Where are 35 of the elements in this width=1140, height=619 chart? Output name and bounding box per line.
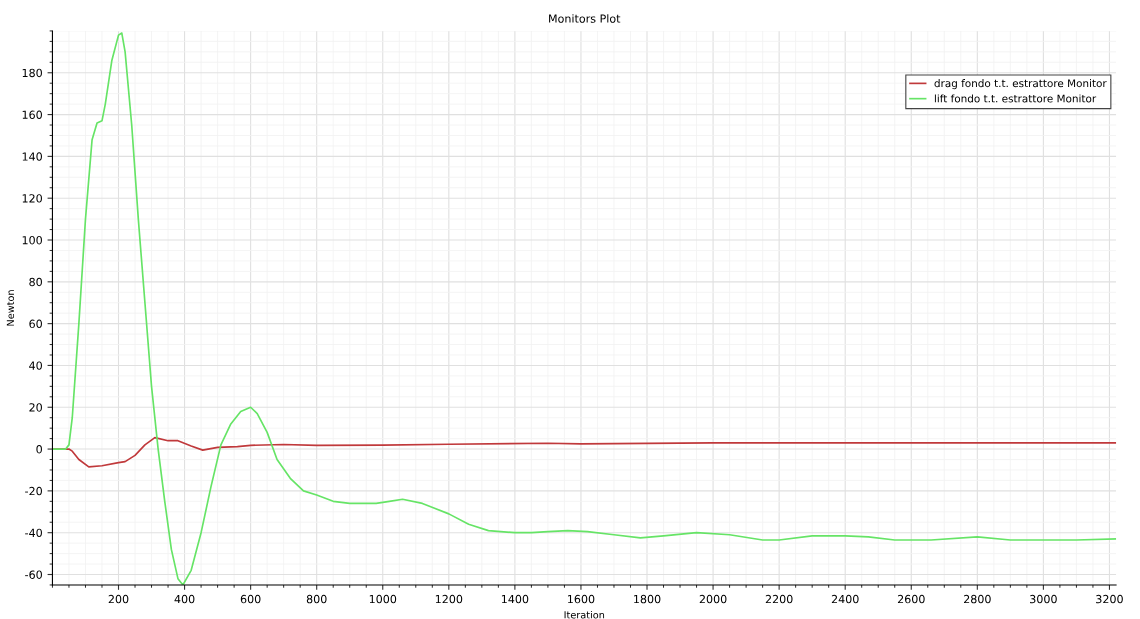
y-tick-label: -20: [25, 486, 42, 496]
x-tick-label: 2400: [831, 594, 859, 604]
x-tick-label: 2000: [699, 594, 727, 604]
legend-label: drag fondo t.t. estrattore Monitor: [934, 79, 1107, 90]
y-tick-label: 100: [22, 235, 42, 245]
y-tick-label: -60: [25, 570, 42, 579]
x-tick-label: 600: [240, 594, 261, 604]
x-tick-label: 2600: [897, 594, 925, 604]
y-tick-label: 160: [22, 110, 42, 119]
x-tick-label: 400: [174, 594, 195, 604]
x-tick-label: 1800: [634, 594, 661, 604]
legend-label: lift fondo t.t. estrattore Monitor: [934, 94, 1097, 103]
y-tick-label: 0: [36, 445, 42, 454]
x-axis-title: Iteration: [564, 610, 605, 619]
x-tick-label: 2200: [765, 594, 793, 604]
x-tick-label: 1400: [501, 594, 529, 604]
x-tick-label: 2800: [964, 594, 991, 604]
y-tick-label: 140: [22, 152, 42, 161]
y-tick-label: 120: [22, 194, 42, 203]
y-tick-label: 60: [29, 319, 42, 329]
x-tick-label: 1600: [568, 594, 595, 604]
x-tick-label: 3000: [1030, 594, 1057, 604]
line-series: [52, 32, 1117, 585]
x-tick-label: 800: [306, 594, 327, 604]
x-tick-label: 1200: [435, 594, 463, 604]
y-tick-label: -40: [25, 528, 42, 538]
y-axis-title: Newton: [6, 290, 15, 326]
x-tick-label: 1000: [369, 594, 397, 604]
x-tick-label: 3200: [1096, 594, 1123, 604]
chart-title: Monitors Plot: [549, 14, 621, 23]
y-tick-label: 40: [29, 361, 42, 370]
x-tick-label: 200: [108, 594, 129, 604]
y-tick-label: 20: [29, 403, 42, 412]
y-tick-label: 180: [22, 68, 42, 78]
y-tick-label: 80: [29, 277, 42, 287]
